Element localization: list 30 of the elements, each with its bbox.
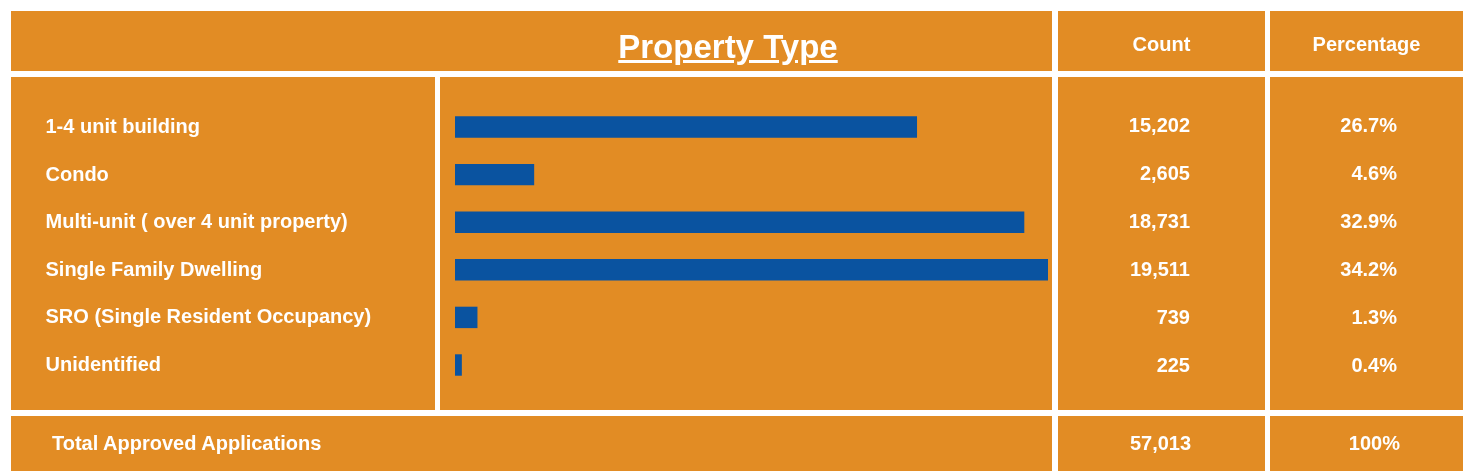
y-tick-label: SRO (Single Resident Occupancy) (45, 305, 372, 328)
y-tick-label: 1-4 unit building (45, 114, 200, 137)
y-tick-label: Unidentified (45, 353, 162, 376)
text: Percentage (1311, 33, 1422, 55)
data-label: 225 (1156, 354, 1190, 376)
bar (455, 306, 478, 329)
text: 57,013 (1128, 432, 1193, 454)
chart-title: Property Type (617, 28, 839, 65)
text: 26.7% (1340, 114, 1398, 136)
text: 34.2% (1340, 258, 1398, 280)
text: Count (1131, 33, 1192, 55)
data-label: 19,511 (1129, 258, 1190, 280)
bar (455, 163, 535, 186)
bar (455, 211, 1025, 233)
data-label: 18,731 (1128, 210, 1190, 232)
bar (455, 116, 918, 138)
text: 32.9% (1340, 210, 1398, 232)
bar (455, 259, 1048, 281)
text: 1.3% (1351, 306, 1398, 328)
text: 100% (1347, 432, 1400, 454)
data-label: 15,202 (1128, 114, 1190, 136)
bar (455, 354, 462, 376)
text: Total Approved Applications (52, 432, 323, 454)
data-label: 2,605 (1139, 162, 1190, 184)
data-label: 739 (1156, 306, 1190, 328)
y-tick-label: Single Family Dwelling (45, 257, 263, 280)
y-tick-label: Condo (45, 162, 109, 185)
text: 0.4% (1351, 354, 1398, 376)
text: 4.6% (1351, 162, 1398, 184)
y-tick-label: Multi-unit ( over 4 unit property) (45, 210, 348, 233)
